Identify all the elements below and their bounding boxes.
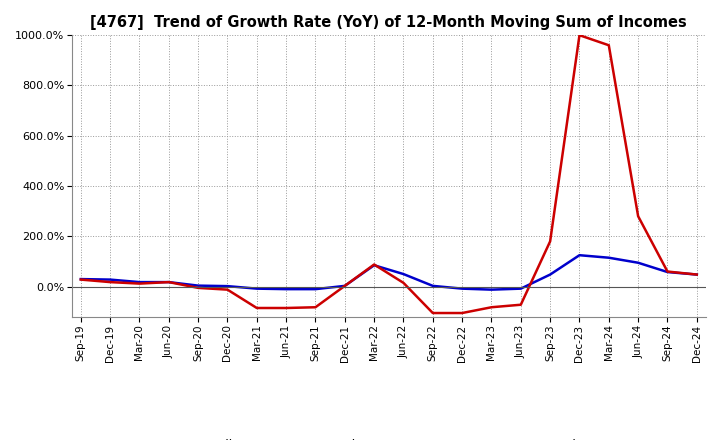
Net Income Growth Rate <box>546 239 554 244</box>
Ordinary Income Growth Rate <box>106 277 114 282</box>
Net Income Growth Rate <box>311 304 320 310</box>
Ordinary Income Growth Rate <box>370 263 379 268</box>
Net Income Growth Rate <box>164 279 173 285</box>
Ordinary Income Growth Rate <box>575 253 584 258</box>
Title: [4767]  Trend of Growth Rate (YoY) of 12-Month Moving Sum of Incomes: [4767] Trend of Growth Rate (YoY) of 12-… <box>91 15 687 30</box>
Ordinary Income Growth Rate <box>663 269 672 275</box>
Net Income Growth Rate <box>516 302 525 308</box>
Net Income Growth Rate <box>76 277 85 282</box>
Ordinary Income Growth Rate <box>253 286 261 291</box>
Ordinary Income Growth Rate <box>399 271 408 277</box>
Ordinary Income Growth Rate <box>223 283 232 289</box>
Ordinary Income Growth Rate <box>458 286 467 291</box>
Ordinary Income Growth Rate <box>516 286 525 291</box>
Net Income Growth Rate <box>634 213 642 219</box>
Net Income Growth Rate <box>399 280 408 286</box>
Ordinary Income Growth Rate <box>194 283 202 288</box>
Net Income Growth Rate <box>106 279 114 285</box>
Ordinary Income Growth Rate <box>282 286 290 292</box>
Net Income Growth Rate <box>487 304 496 310</box>
Net Income Growth Rate <box>663 269 672 274</box>
Ordinary Income Growth Rate <box>634 260 642 265</box>
Net Income Growth Rate <box>605 43 613 48</box>
Ordinary Income Growth Rate <box>605 255 613 260</box>
Ordinary Income Growth Rate <box>311 286 320 292</box>
Net Income Growth Rate <box>370 262 379 267</box>
Net Income Growth Rate <box>428 310 437 315</box>
Legend: Ordinary Income Growth Rate, Net Income Growth Rate: Ordinary Income Growth Rate, Net Income … <box>160 434 618 440</box>
Ordinary Income Growth Rate <box>164 279 173 285</box>
Net Income Growth Rate <box>282 305 290 311</box>
Net Income Growth Rate <box>458 310 467 315</box>
Net Income Growth Rate <box>253 305 261 311</box>
Net Income Growth Rate <box>693 272 701 277</box>
Net Income Growth Rate <box>194 285 202 290</box>
Ordinary Income Growth Rate <box>341 283 349 289</box>
Line: Ordinary Income Growth Rate: Ordinary Income Growth Rate <box>81 255 697 290</box>
Line: Net Income Growth Rate: Net Income Growth Rate <box>81 35 697 313</box>
Ordinary Income Growth Rate <box>76 276 85 282</box>
Net Income Growth Rate <box>223 287 232 292</box>
Net Income Growth Rate <box>135 281 144 286</box>
Ordinary Income Growth Rate <box>546 272 554 277</box>
Ordinary Income Growth Rate <box>693 272 701 277</box>
Ordinary Income Growth Rate <box>135 279 144 285</box>
Net Income Growth Rate <box>341 283 349 289</box>
Ordinary Income Growth Rate <box>428 283 437 289</box>
Ordinary Income Growth Rate <box>487 287 496 292</box>
Net Income Growth Rate <box>575 33 584 38</box>
